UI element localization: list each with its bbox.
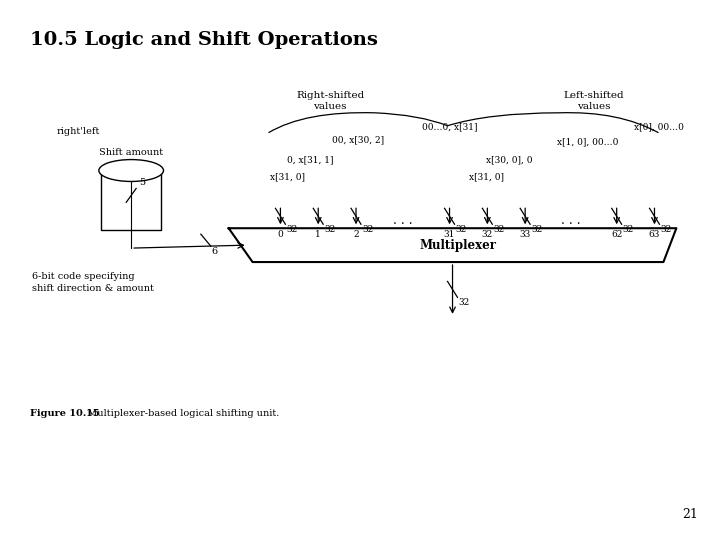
Text: 6: 6 bbox=[212, 247, 218, 256]
Text: Right-shifted
values: Right-shifted values bbox=[296, 91, 364, 111]
Text: 32: 32 bbox=[623, 225, 634, 234]
Text: x[31, 0]: x[31, 0] bbox=[270, 172, 305, 181]
Text: Figure 10.15: Figure 10.15 bbox=[30, 409, 99, 418]
Text: 2: 2 bbox=[354, 230, 359, 239]
Text: 33: 33 bbox=[520, 230, 531, 239]
Text: x[31, 0]: x[31, 0] bbox=[469, 172, 504, 181]
Text: 32: 32 bbox=[482, 230, 493, 239]
Text: x[0], 00…0: x[0], 00…0 bbox=[634, 123, 683, 132]
Text: 6-bit code specifying
shift direction & amount: 6-bit code specifying shift direction & … bbox=[32, 272, 153, 293]
Text: 32: 32 bbox=[531, 225, 542, 234]
Text: 31: 31 bbox=[444, 230, 455, 239]
Text: Multiplexer: Multiplexer bbox=[420, 239, 497, 252]
Text: 00, x[30, 2]: 00, x[30, 2] bbox=[332, 136, 384, 145]
Text: 32: 32 bbox=[456, 225, 467, 234]
Text: 32: 32 bbox=[660, 225, 672, 234]
Text: 32: 32 bbox=[324, 225, 336, 234]
Text: 62: 62 bbox=[611, 230, 622, 239]
Text: 00…0, x[31]: 00…0, x[31] bbox=[422, 123, 477, 132]
Text: Left-shifted
values: Left-shifted values bbox=[564, 91, 624, 111]
Text: 32: 32 bbox=[459, 299, 469, 307]
Text: x[1, 0], 00…0: x[1, 0], 00…0 bbox=[557, 138, 618, 147]
Polygon shape bbox=[229, 228, 676, 262]
Text: Multiplexer-based logical shifting unit.: Multiplexer-based logical shifting unit. bbox=[81, 409, 280, 418]
Text: Shift amount: Shift amount bbox=[99, 147, 163, 157]
Text: 5: 5 bbox=[139, 178, 145, 187]
Text: right'left: right'left bbox=[57, 127, 100, 136]
Text: 32: 32 bbox=[362, 225, 373, 234]
Text: 32: 32 bbox=[287, 225, 297, 234]
Text: 10.5 Logic and Shift Operations: 10.5 Logic and Shift Operations bbox=[30, 31, 377, 49]
Text: 1: 1 bbox=[315, 230, 321, 239]
Text: 63: 63 bbox=[649, 230, 660, 239]
Ellipse shape bbox=[99, 160, 163, 181]
Text: 0, x[31, 1]: 0, x[31, 1] bbox=[287, 156, 333, 165]
Text: x[30, 0], 0: x[30, 0], 0 bbox=[486, 156, 533, 165]
Text: 21: 21 bbox=[683, 508, 698, 521]
Text: 32: 32 bbox=[493, 225, 505, 234]
Text: . . .: . . . bbox=[393, 214, 413, 227]
Text: . . .: . . . bbox=[561, 214, 581, 227]
Text: 0: 0 bbox=[277, 230, 283, 239]
